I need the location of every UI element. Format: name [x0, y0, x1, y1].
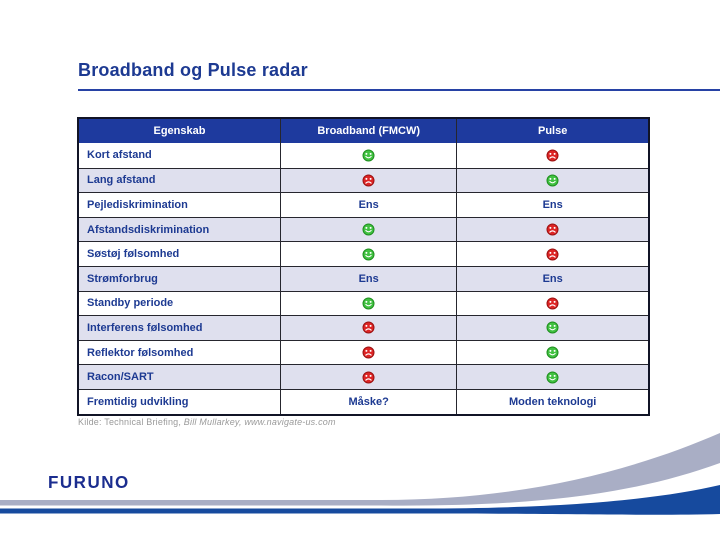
table-row: Pejlediskrimination Ens Ens: [79, 192, 648, 217]
row-label: Lang afstand: [79, 168, 281, 193]
sad-face-icon: [281, 316, 458, 340]
sad-face-icon: [281, 340, 458, 365]
table-row: Interferens følsomhed: [79, 315, 648, 340]
table-body: Kort afstand Lang afstand Pejlediskriminat…: [79, 143, 648, 414]
happy-face-icon: [281, 217, 458, 242]
table-header-row: Egenskab Broadband (FMCW) Pulse: [79, 119, 648, 143]
row-label: Pejlediskrimination: [79, 193, 281, 217]
source-prefix: Kilde: Technical Briefing,: [78, 417, 184, 427]
furuno-logo: FURUNO: [48, 472, 130, 493]
happy-face-icon: [281, 291, 458, 316]
row-label: Søstøj følsomhed: [79, 242, 281, 266]
cell-text: Ens: [542, 198, 563, 211]
title-block: Broadband og Pulse radar: [78, 60, 720, 91]
sad-face-icon: [281, 365, 458, 389]
row-label: Afstandsdiskrimination: [79, 217, 281, 242]
sad-face-icon: [457, 143, 648, 168]
page-title: Broadband og Pulse radar: [78, 60, 308, 80]
header-broadband: Broadband (FMCW): [281, 119, 458, 143]
row-label: Racon/SART: [79, 365, 281, 389]
source-citation: Kilde: Technical Briefing, Bill Mullarke…: [78, 417, 336, 427]
happy-face-icon: [457, 169, 648, 193]
table-row: Reflektor følsomhed: [79, 339, 648, 365]
row-label: Fremtidig udvikling: [79, 389, 281, 414]
happy-face-icon: [281, 242, 458, 266]
header-egenskab: Egenskab: [79, 119, 281, 143]
happy-face-icon: [457, 365, 648, 389]
happy-face-icon: [457, 316, 648, 340]
comparison-table: Egenskab Broadband (FMCW) Pulse Kort afs…: [77, 117, 650, 416]
cell-text: Ens: [281, 193, 458, 217]
table-row: Fremtidig udvikling Måske? Moden teknologi: [79, 388, 648, 414]
row-label: Strømforbrug: [79, 266, 281, 291]
sad-face-icon: [457, 292, 648, 316]
table-row: Strømforbrug Ens Ens: [79, 265, 648, 291]
row-label: Standby periode: [79, 291, 281, 316]
row-label: Interferens følsomhed: [79, 316, 281, 340]
happy-face-icon: [457, 341, 648, 365]
table-row: Søstøj følsomhed: [79, 241, 648, 266]
source-author: Bill Mullarkey, www.navigate-us.com: [183, 417, 336, 427]
cell-text: Ens: [542, 272, 563, 285]
swoosh-gray-band: [0, 433, 720, 506]
cell-text: Moden teknologi: [508, 395, 597, 408]
table-row: Afstandsdiskrimination: [79, 216, 648, 242]
table-row: Standby periode: [79, 290, 648, 316]
table-row: Lang afstand: [79, 167, 648, 193]
sad-face-icon: [281, 168, 458, 193]
table-row: Racon/SART: [79, 364, 648, 389]
header-pulse: Pulse: [537, 125, 568, 137]
row-label: Kort afstand: [79, 143, 281, 168]
sad-face-icon: [457, 218, 648, 242]
sad-face-icon: [457, 242, 648, 266]
row-label: Reflektor følsomhed: [79, 340, 281, 365]
cell-text: Måske?: [281, 389, 458, 414]
table-row: Kort afstand: [79, 143, 648, 168]
cell-text: Ens: [281, 266, 458, 291]
happy-face-icon: [281, 143, 458, 168]
